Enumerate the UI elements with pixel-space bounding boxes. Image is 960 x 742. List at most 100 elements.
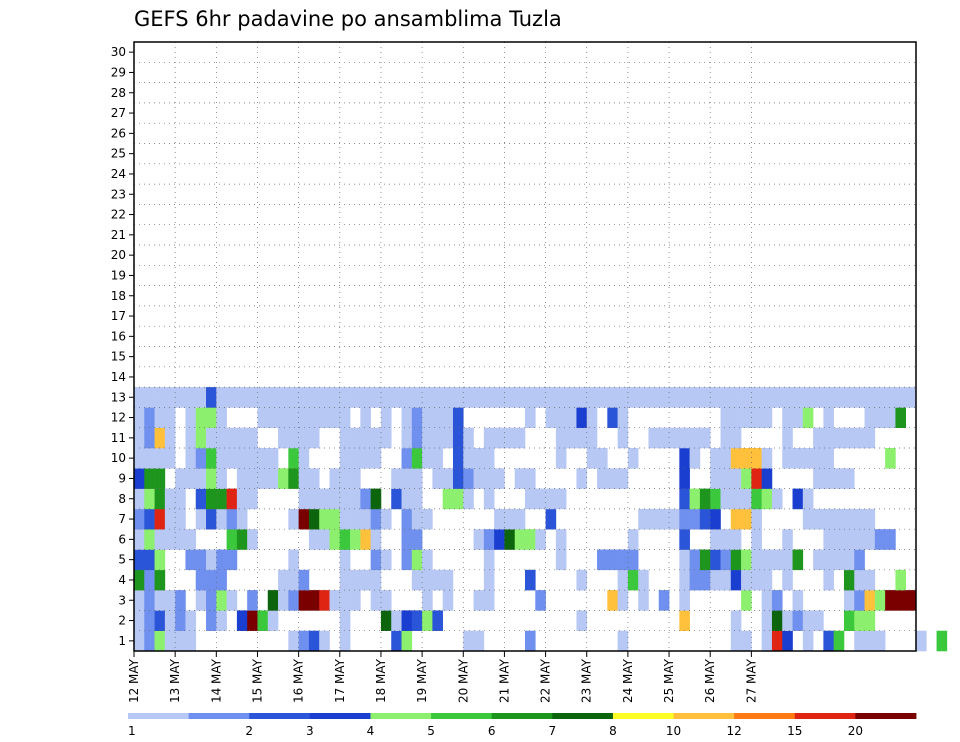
heatmap-cell — [216, 590, 227, 611]
heatmap-cell — [597, 448, 608, 469]
heatmap-cell — [638, 508, 649, 530]
heatmap-cell — [761, 549, 773, 571]
heatmap-cell — [308, 508, 320, 530]
heatmap-cell — [617, 630, 629, 652]
heatmap-cell — [782, 549, 793, 571]
heatmap-cell — [401, 448, 413, 469]
heatmap-cell — [473, 529, 485, 550]
heatmap-cell — [535, 529, 546, 550]
x-tick-label: 12 MAY — [127, 658, 141, 703]
heatmap-cell — [525, 630, 536, 652]
heatmap-cell — [741, 387, 752, 408]
heatmap-cell — [566, 427, 577, 449]
heatmap-cell — [298, 488, 310, 510]
heatmap-cell — [422, 448, 433, 469]
heatmap-cell — [833, 508, 845, 530]
y-tick-label: 26 — [111, 126, 126, 140]
heatmap-cell — [134, 590, 145, 611]
heatmap-cell — [679, 508, 690, 530]
heatmap-cell — [833, 468, 845, 489]
heatmap-cell — [514, 427, 526, 449]
heatmap-cell — [308, 427, 320, 449]
heatmap-cell — [761, 387, 773, 408]
chart-title: GEFS 6hr padavine po ansamblima Tuzla — [134, 7, 562, 31]
heatmap-cell — [689, 549, 701, 571]
heatmap-cell — [627, 448, 639, 469]
heatmap-cell — [730, 468, 742, 489]
heatmap-cell — [154, 427, 166, 449]
x-tick-label: 21 MAY — [497, 658, 511, 703]
heatmap-cell — [164, 488, 176, 510]
heatmap-cell — [452, 407, 464, 428]
heatmap-cell — [319, 529, 330, 550]
heatmap-cell — [885, 407, 896, 428]
heatmap-cell — [308, 590, 320, 611]
heatmap-cell — [833, 630, 845, 652]
heatmap-cell — [206, 610, 217, 631]
heatmap-cell — [134, 488, 145, 510]
plot-frame — [133, 41, 917, 652]
heatmap-cell — [370, 387, 382, 408]
heatmap-cell — [257, 407, 269, 428]
colorbar-swatch — [794, 713, 856, 719]
heatmap-cell — [679, 387, 690, 408]
heatmap-cell — [813, 508, 824, 530]
heatmap-cell — [576, 468, 588, 489]
y-tick-label: 14 — [111, 370, 126, 384]
heatmap-cell — [288, 569, 299, 591]
heatmap-cell — [802, 488, 814, 510]
heatmap-cell — [699, 488, 711, 510]
heatmap-cell — [144, 590, 155, 611]
heatmap-cell — [792, 448, 804, 469]
heatmap-cell — [751, 488, 762, 510]
heatmap-cell — [278, 427, 289, 449]
heatmap-cell — [339, 427, 351, 449]
heatmap-cell — [134, 529, 145, 550]
x-tick-label: 18 MAY — [374, 658, 388, 703]
heatmap-cell — [730, 427, 742, 449]
heatmap-cell — [843, 590, 855, 611]
heatmap-cell — [195, 569, 207, 591]
heatmap-cell — [216, 468, 227, 489]
heatmap-cell — [586, 448, 598, 469]
heatmap-cell — [185, 387, 197, 408]
heatmap-cell — [360, 387, 371, 408]
heatmap-cell — [216, 569, 227, 591]
heatmap-cell — [422, 508, 433, 530]
heatmap-cell — [329, 529, 341, 550]
heatmap-cell — [751, 387, 762, 408]
heatmap-cell — [720, 407, 732, 428]
heatmap-cell — [319, 488, 330, 510]
heatmap-cell — [432, 407, 443, 428]
heatmap-cell — [823, 508, 834, 530]
heatmap-cell — [843, 610, 855, 631]
heatmap-cell — [473, 630, 485, 652]
heatmap-cell — [741, 448, 752, 469]
heatmap-cell — [206, 590, 217, 611]
heatmap-cell — [422, 569, 433, 591]
heatmap-cell — [679, 468, 690, 489]
heatmap-cell — [308, 488, 320, 510]
heatmap-cell — [792, 610, 804, 631]
heatmap-cell — [360, 508, 371, 530]
heatmap-cell — [504, 387, 516, 408]
heatmap-cell — [874, 387, 886, 408]
heatmap-cell — [452, 488, 464, 510]
heatmap-cell — [164, 610, 176, 631]
x-tick-label: 27 MAY — [744, 658, 758, 703]
heatmap-cell — [360, 488, 371, 510]
heatmap-cell — [463, 387, 474, 408]
heatmap-cell — [823, 529, 834, 550]
heatmap-cell — [823, 407, 834, 428]
heatmap-cell — [545, 407, 557, 428]
heatmap-cell — [401, 508, 413, 530]
heatmap-cell — [452, 448, 464, 469]
heatmap-cell — [247, 448, 258, 469]
heatmap-cell — [432, 448, 443, 469]
heatmap-cell — [278, 569, 289, 591]
heatmap-cell — [144, 630, 155, 652]
heatmap-cell — [432, 468, 443, 489]
heatmap-cell — [278, 590, 289, 611]
heatmap-cell — [648, 427, 660, 449]
heatmap-cell — [514, 387, 526, 408]
